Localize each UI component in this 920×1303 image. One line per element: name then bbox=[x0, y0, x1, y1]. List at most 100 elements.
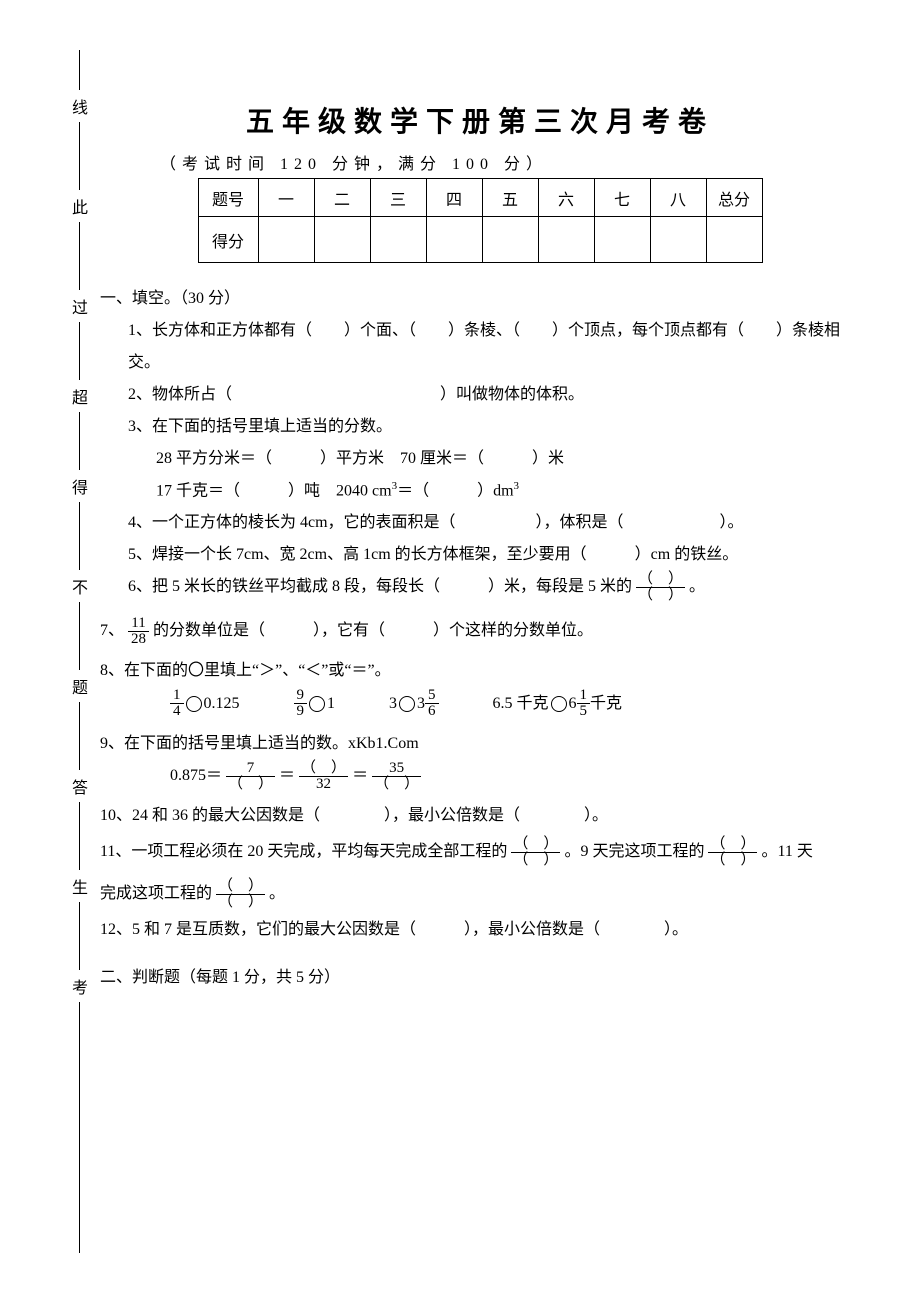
fraction-numerator: 9 bbox=[294, 688, 308, 704]
score-cell bbox=[706, 217, 762, 263]
q11-fraction-1: （ ） （ ） bbox=[511, 837, 560, 868]
score-header-cell: 二 bbox=[314, 179, 370, 217]
q8-item1-fraction: 1 4 bbox=[170, 688, 184, 719]
fraction-numerator: 5 bbox=[425, 688, 439, 704]
q8-item-2: 9 9 1 bbox=[294, 688, 336, 720]
score-cell bbox=[594, 217, 650, 263]
q8-item2-b: 1 bbox=[327, 695, 335, 712]
q11-text-a: 11、一项工程必须在 20 天完成，平均每天完成全部工程的 bbox=[100, 843, 507, 860]
q6-text-a: 6、把 5 米长的铁丝平均截成 8 段，每段长（ ）米，每段是 5 米的 bbox=[128, 578, 632, 595]
q8-item-3: 33 5 6 bbox=[389, 688, 439, 720]
q9-equation-block: 0.875＝ 7 （ ） ＝ （ ） 32 ＝ 35 （ ） bbox=[170, 760, 421, 792]
binding-char: 此 bbox=[65, 190, 95, 222]
question-3-line-b: 17 千克＝（ ）吨 2040 cm3＝（ ）dm3 bbox=[156, 475, 860, 507]
question-1: 1、长方体和正方体都有（ ）个面、（ ）条棱、（ ）个顶点，每个顶点都有（ ）条… bbox=[128, 315, 860, 379]
score-cell bbox=[314, 217, 370, 263]
q8-item-4: 6.5 千克6 1 5 千克 bbox=[493, 688, 623, 720]
binding-vertical-line bbox=[79, 50, 80, 1253]
exam-title: 五年级数学下册第三次月考卷 bbox=[100, 100, 860, 140]
binding-char: 过 bbox=[65, 290, 95, 322]
q8-item3-pre: 3 bbox=[417, 695, 425, 712]
q8-item1-b: 0.125 bbox=[204, 695, 240, 712]
question-9-equation: 0.875＝ 7 （ ） ＝ （ ） 32 ＝ 35 （ ） bbox=[170, 760, 860, 792]
question-3-line-a: 28 平方分米＝（ ）平方米 70 厘米＝（ ）米 bbox=[156, 443, 860, 475]
q7-prefix: 7、 bbox=[100, 622, 124, 639]
binding-char: 题 bbox=[65, 670, 95, 702]
q11-text-e: 。 bbox=[269, 885, 285, 902]
binding-char: 考 bbox=[65, 970, 95, 1002]
q6-text-b: 。 bbox=[689, 578, 705, 595]
score-header-cell: 六 bbox=[538, 179, 594, 217]
page: 线 此 过 超 得 不 题 答 生 考 五年级数学下册第三次月考卷 （考试时间 … bbox=[0, 0, 920, 1303]
question-8: 8、在下面的〇里填上“＞”、“＜”或“＝”。 bbox=[100, 655, 860, 687]
question-6: 6、把 5 米长的铁丝平均截成 8 段，每段长（ ）米，每段是 5 米的 （ ）… bbox=[128, 571, 860, 603]
score-cell bbox=[370, 217, 426, 263]
fraction-denominator: 5 bbox=[577, 704, 591, 719]
question-7: 7、 11 28 的分数单位是（ ），它有（ ）个这样的分数单位。 bbox=[100, 615, 860, 647]
fraction-numerator: （ ） bbox=[708, 837, 757, 853]
equals-sign: ＝ bbox=[352, 767, 368, 784]
fraction-denominator: 9 bbox=[294, 704, 308, 719]
fraction-denominator: 4 bbox=[170, 704, 184, 719]
fraction-denominator: 32 bbox=[299, 777, 348, 792]
q11-fraction-3: （ ） （ ） bbox=[216, 879, 265, 910]
score-header-cell: 一 bbox=[258, 179, 314, 217]
fraction-numerator: 35 bbox=[372, 761, 421, 777]
score-table: 题号 一 二 三 四 五 六 七 八 总分 得分 bbox=[198, 178, 763, 263]
question-9: 9、在下面的括号里填上适当的数。xKb1.Com bbox=[100, 728, 860, 760]
fraction-denominator: 28 bbox=[128, 632, 149, 647]
q3b-mid: ＝（ ）dm bbox=[397, 482, 513, 499]
score-cell bbox=[650, 217, 706, 263]
binding-char: 答 bbox=[65, 770, 95, 802]
question-5: 5、焊接一个长 7cm、宽 2cm、高 1cm 的长方体框架，至少要用（ ）cm… bbox=[128, 539, 860, 571]
fraction-numerator: （ ） bbox=[511, 837, 560, 853]
fraction-denominator: （ ） bbox=[372, 777, 421, 792]
compare-circle-icon bbox=[551, 696, 567, 712]
score-cell bbox=[258, 217, 314, 263]
q8-item2-fraction: 9 9 bbox=[294, 688, 308, 719]
score-header-cell: 四 bbox=[426, 179, 482, 217]
question-11: 11、一项工程必须在 20 天完成，平均每天完成全部工程的 （ ） （ ） 。9… bbox=[100, 836, 860, 868]
score-row-label: 得分 bbox=[198, 217, 258, 263]
q8-item-1: 1 4 0.125 bbox=[170, 688, 240, 720]
fraction-denominator: （ ） bbox=[636, 588, 685, 603]
q11-text-c: 。11 天 bbox=[761, 843, 812, 860]
q8-item3-fraction: 5 6 bbox=[425, 688, 439, 719]
q9-fraction-1: 7 （ ） bbox=[226, 761, 275, 792]
score-cell bbox=[482, 217, 538, 263]
score-table-score-row: 得分 bbox=[198, 217, 762, 263]
fraction-denominator: （ ） bbox=[708, 853, 757, 868]
question-10: 10、24 和 36 的最大公因数是（ ），最小公倍数是（ ）。 bbox=[100, 800, 860, 832]
q8-item4-a: 6.5 千克 bbox=[493, 695, 549, 712]
binding-margin: 线 此 过 超 得 不 题 答 生 考 bbox=[65, 50, 95, 1253]
score-cell bbox=[538, 217, 594, 263]
q11-text-d: 完成这项工程的 bbox=[100, 885, 212, 902]
section-2-heading: 二、判断题（每题 1 分，共 5 分） bbox=[100, 962, 860, 994]
score-header-cell: 七 bbox=[594, 179, 650, 217]
fraction-numerator: （ ） bbox=[636, 572, 685, 588]
fraction-numerator: （ ） bbox=[299, 761, 348, 777]
score-header-cell: 八 bbox=[650, 179, 706, 217]
score-header-cell: 三 bbox=[370, 179, 426, 217]
q7-suffix: 的分数单位是（ ），它有（ ）个这样的分数单位。 bbox=[153, 622, 593, 639]
q8-item4-b: 千克 bbox=[590, 695, 622, 712]
question-2: 2、物体所占（ ）叫做物体的体积。 bbox=[128, 379, 860, 411]
fraction-numerator: 11 bbox=[128, 616, 149, 632]
fraction-denominator: （ ） bbox=[226, 777, 275, 792]
score-header-cell: 题号 bbox=[198, 179, 258, 217]
q6-fraction: （ ） （ ） bbox=[636, 572, 685, 603]
q3b-prefix: 17 千克＝（ ）吨 2040 cm bbox=[156, 482, 392, 499]
q11-text-b: 。9 天完这项工程的 bbox=[564, 843, 704, 860]
q9-fraction-2: （ ） 32 bbox=[299, 761, 348, 792]
fraction-denominator: （ ） bbox=[511, 853, 560, 868]
score-table-header-row: 题号 一 二 三 四 五 六 七 八 总分 bbox=[198, 179, 762, 217]
section-1-heading: 一、填空。（30 分） bbox=[100, 283, 860, 315]
fraction-denominator: 6 bbox=[425, 704, 439, 719]
compare-circle-icon bbox=[309, 696, 325, 712]
exam-subtitle: （考试时间 120 分钟，满分 100 分） bbox=[160, 150, 860, 174]
fraction-numerator: 7 bbox=[226, 761, 275, 777]
compare-circle-icon bbox=[186, 696, 202, 712]
question-4: 4、一个正方体的棱长为 4cm，它的表面积是（ ），体积是（ ）。 bbox=[128, 507, 860, 539]
question-8-items: 1 4 0.125 9 9 1 33 5 6 6.5 千克 6 1 5 bbox=[170, 687, 860, 719]
score-header-cell: 总分 bbox=[706, 179, 762, 217]
